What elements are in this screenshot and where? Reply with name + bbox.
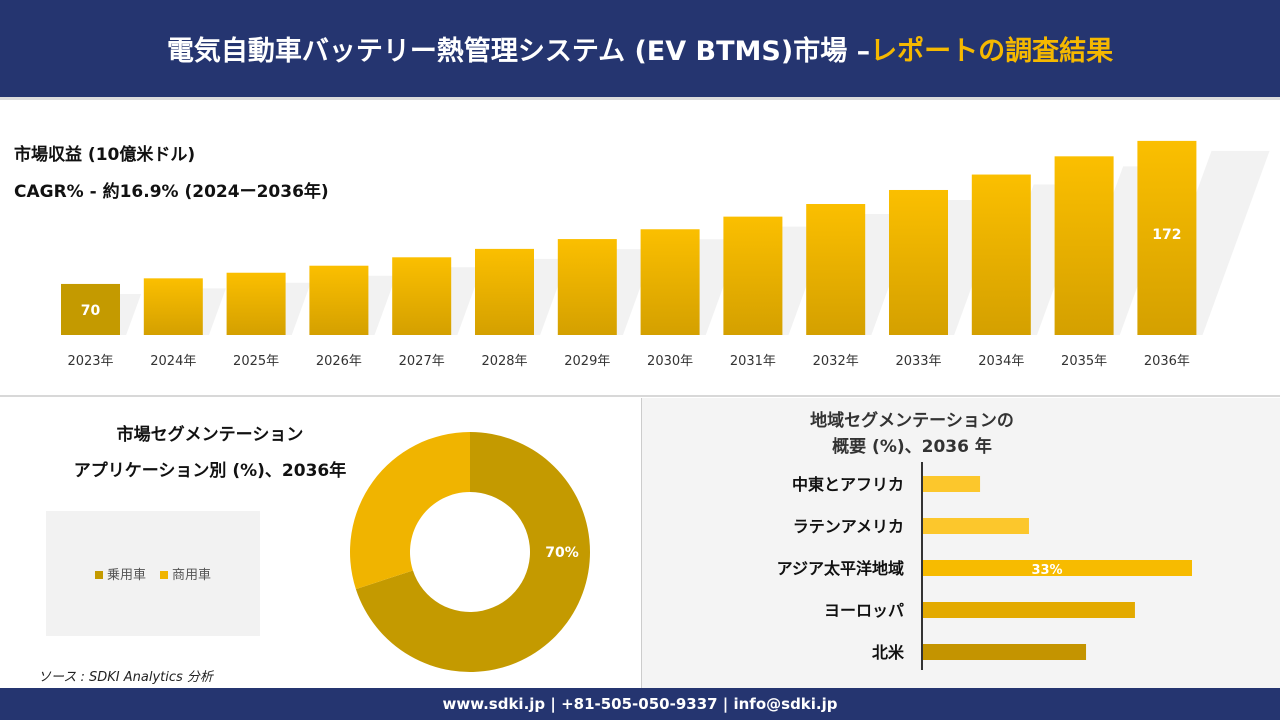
bar [61,283,120,335]
footer-contact: www.sdki.jp | +81-505-050-9337 | info@sd… [0,688,1280,720]
region-label: アジア太平洋地域 [777,559,904,578]
x-tick-label: 2036年 [1144,354,1190,369]
source-note: ソース : SDKI Analytics 分析 [38,670,213,685]
cagr-label: CAGR% - 約16.9% (2024ー2036年) [14,182,329,202]
pie-legend: 乗用車 商用車 [46,511,260,636]
donut-slice [355,432,590,672]
bar [806,204,866,335]
region-label: 中東とアフリカ [792,475,904,494]
donut-chart: 70% [350,432,590,672]
application-segment-panel: 市場セグメンテーション アプリケーション別 (%)、2036年 乗用車 商用車 … [0,398,640,688]
x-tick-label: 2027年 [399,354,445,369]
donut-slice [350,432,470,590]
legend-item: 乗用車 [94,564,146,583]
x-tick-label: 2030年 [647,354,693,369]
bar [640,229,700,335]
pie-title-1: 市場セグメンテーション [116,425,304,445]
bar [309,265,369,335]
x-tick-label: 2034年 [978,354,1024,369]
x-tick-label: 2031年 [730,354,776,369]
page-title-highlight: レポートの調査結果 [870,36,1114,67]
data-label: 70% [545,545,579,561]
header-banner: 電気自動車バッテリー熱管理システム (EV BTMS)市場 – レポートの調査結果 [0,0,1280,100]
bar [392,257,452,335]
region-label: ヨーロッパ [824,601,904,620]
bar [1137,140,1197,335]
pie-title-2: アプリケーション別 (%)、2036年 [73,461,347,481]
divider [0,395,1280,397]
data-label: 172 [1152,227,1181,243]
region-bar [923,518,1029,534]
x-tick-label: 2023年 [67,354,113,369]
region-bar [923,560,1192,576]
revenue-label: 市場収益 (10億米ドル) [14,145,196,165]
x-tick-label: 2032年 [813,354,859,369]
region-label: ラテンアメリカ [793,517,904,536]
x-tick-label: 2024年 [150,354,196,369]
bar [557,239,617,335]
region-label: 北米 [872,643,905,662]
bar [971,174,1031,335]
bar [226,272,286,335]
page-title: 電気自動車バッテリー熱管理システム (EV BTMS)市場 – [166,36,871,67]
bar [143,278,203,335]
region-title-2: 概要 (%)、2036 年 [832,437,992,457]
data-label: 70 [81,303,101,319]
data-label: 33% [1031,563,1062,578]
region-bar [923,602,1135,618]
region-segment-panel: 地域セグメンテーションの 概要 (%)、2036 年 中東とアフリカ ラテンアメリ… [641,398,1280,688]
x-tick-label: 2028年 [481,354,527,369]
bar [723,216,783,335]
x-tick-label: 2025年 [233,354,279,369]
bar [475,248,534,335]
x-tick-label: 2033年 [895,354,941,369]
x-tick-label: 2035年 [1061,354,1107,369]
region-bar [923,644,1087,660]
region-bar [923,476,981,492]
region-title-1: 地域セグメンテーションの [810,411,1014,431]
bar [889,189,948,335]
x-tick-label: 2026年 [316,354,362,369]
legend-item: 商用車 [160,564,211,583]
bar [1054,156,1114,335]
x-tick-label: 2029年 [564,354,610,369]
